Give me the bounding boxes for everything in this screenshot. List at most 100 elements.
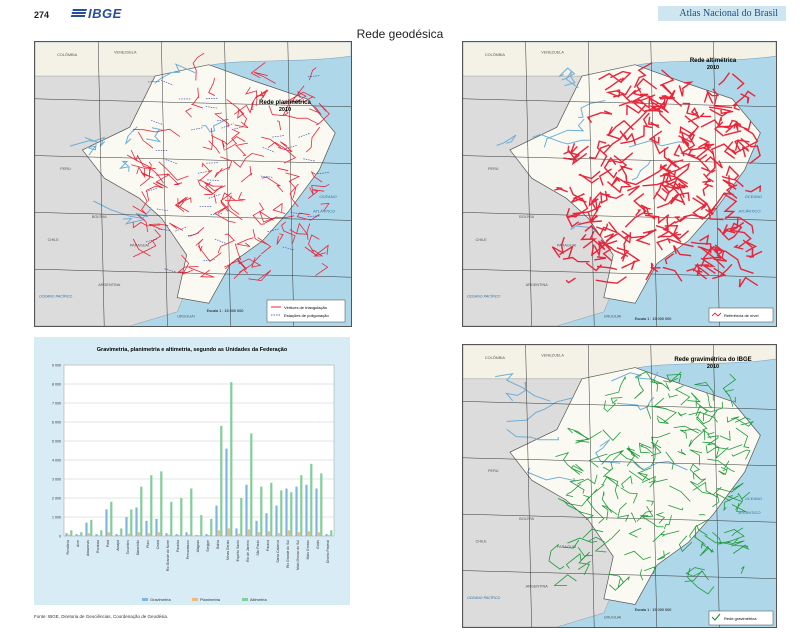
network-line — [590, 240, 618, 257]
network-line — [668, 504, 684, 511]
bar-planimetria — [227, 528, 230, 536]
network-line — [727, 222, 743, 241]
bar-planimetria — [267, 531, 270, 536]
network-line — [304, 246, 326, 257]
network-line — [553, 574, 577, 586]
country-label: ARGENTINA — [98, 283, 121, 287]
legend-label: Gravimetria — [150, 597, 171, 602]
network-line — [624, 193, 648, 228]
network-line — [567, 427, 589, 440]
network-line — [253, 71, 276, 84]
country-label: PARAGUAI — [130, 244, 149, 248]
network-line — [702, 173, 712, 183]
graticule-line — [713, 42, 720, 326]
network-line — [589, 144, 612, 160]
network-line — [648, 130, 663, 144]
x-tick-label: Maranhão — [136, 540, 140, 555]
river-line — [93, 200, 152, 220]
network-line — [307, 189, 325, 199]
bar-altimetria — [200, 515, 203, 536]
x-tick-label: Bahia — [216, 540, 220, 549]
network-line — [136, 166, 146, 179]
network-line — [250, 62, 266, 79]
network-line — [704, 535, 730, 544]
network-line — [714, 121, 725, 137]
polygonation-line — [307, 215, 320, 217]
altimetric-network — [551, 62, 763, 288]
network-line — [214, 112, 229, 128]
y-tick-label: 9 000 — [52, 364, 61, 368]
network-line — [208, 140, 221, 154]
bar-gravimetria — [285, 488, 288, 536]
network-line — [585, 262, 603, 272]
polygonation-line — [191, 127, 204, 131]
network-line — [695, 401, 723, 417]
network-line — [656, 238, 669, 251]
network-line — [240, 165, 253, 183]
network-line — [169, 222, 184, 231]
network-line — [272, 202, 286, 214]
network-line — [674, 215, 688, 224]
network-line — [283, 91, 316, 105]
network-line — [702, 184, 710, 197]
polygonation-line — [272, 135, 285, 138]
bar-altimetria — [110, 501, 113, 536]
bar-planimetria — [237, 533, 240, 536]
graticule-line — [525, 345, 532, 627]
bar-gravimetria — [195, 535, 198, 536]
network-line — [563, 150, 578, 161]
bar-altimetria — [70, 530, 73, 536]
network-line — [656, 192, 690, 209]
polygonation-line — [205, 97, 219, 100]
bar-gravimetria — [295, 486, 298, 536]
network-line — [680, 429, 687, 439]
network-line — [604, 78, 623, 91]
network-line — [687, 148, 708, 161]
network-line — [315, 262, 329, 276]
chart-title: Gravimetria, planimetria e altimetria, s… — [97, 347, 288, 353]
network-line — [261, 136, 282, 149]
network-line — [130, 149, 156, 170]
network-line — [267, 141, 297, 164]
country-label: ARGENTINA — [526, 585, 549, 589]
network-line — [579, 173, 600, 184]
network-line — [646, 500, 654, 506]
network-line — [745, 184, 762, 193]
chart-panel: Gravimetria, planimetria e altimetria, s… — [34, 337, 350, 605]
network-line — [595, 223, 608, 232]
x-tick-label: Rondônia — [66, 540, 70, 555]
bar-altimetria — [190, 488, 193, 536]
y-tick-label: 7 000 — [52, 402, 61, 406]
network-line — [245, 86, 258, 107]
network-line — [639, 515, 664, 528]
network-line — [673, 171, 688, 185]
bar-gravimetria — [255, 520, 258, 536]
chart-x-labels: Rondônia Acre Amazonas Roraima Pará Amapá Toca… — [66, 540, 330, 572]
network-line — [607, 181, 632, 194]
network-line — [733, 120, 752, 131]
bar-planimetria — [277, 533, 280, 536]
network-line — [710, 143, 737, 156]
network-line — [565, 277, 576, 284]
network-line — [277, 167, 289, 172]
network-line — [725, 184, 738, 199]
gravimetric-network — [548, 371, 755, 595]
bar-planimetria — [287, 530, 290, 536]
network-line — [282, 104, 319, 125]
graticule-line — [161, 42, 168, 326]
network-line — [625, 251, 641, 263]
network-line — [594, 529, 621, 553]
network-line — [569, 142, 578, 155]
network-line — [692, 471, 707, 485]
network-line — [734, 139, 750, 152]
network-line — [733, 103, 740, 111]
country-label: ARGENTINA — [526, 283, 549, 287]
network-line — [731, 119, 742, 127]
polygonation-line — [208, 193, 221, 199]
network-line — [684, 428, 702, 432]
graticule-line — [97, 42, 105, 326]
graticule-line — [463, 513, 776, 523]
network-line — [639, 569, 644, 581]
network-line — [717, 227, 729, 240]
network-line — [690, 481, 722, 495]
